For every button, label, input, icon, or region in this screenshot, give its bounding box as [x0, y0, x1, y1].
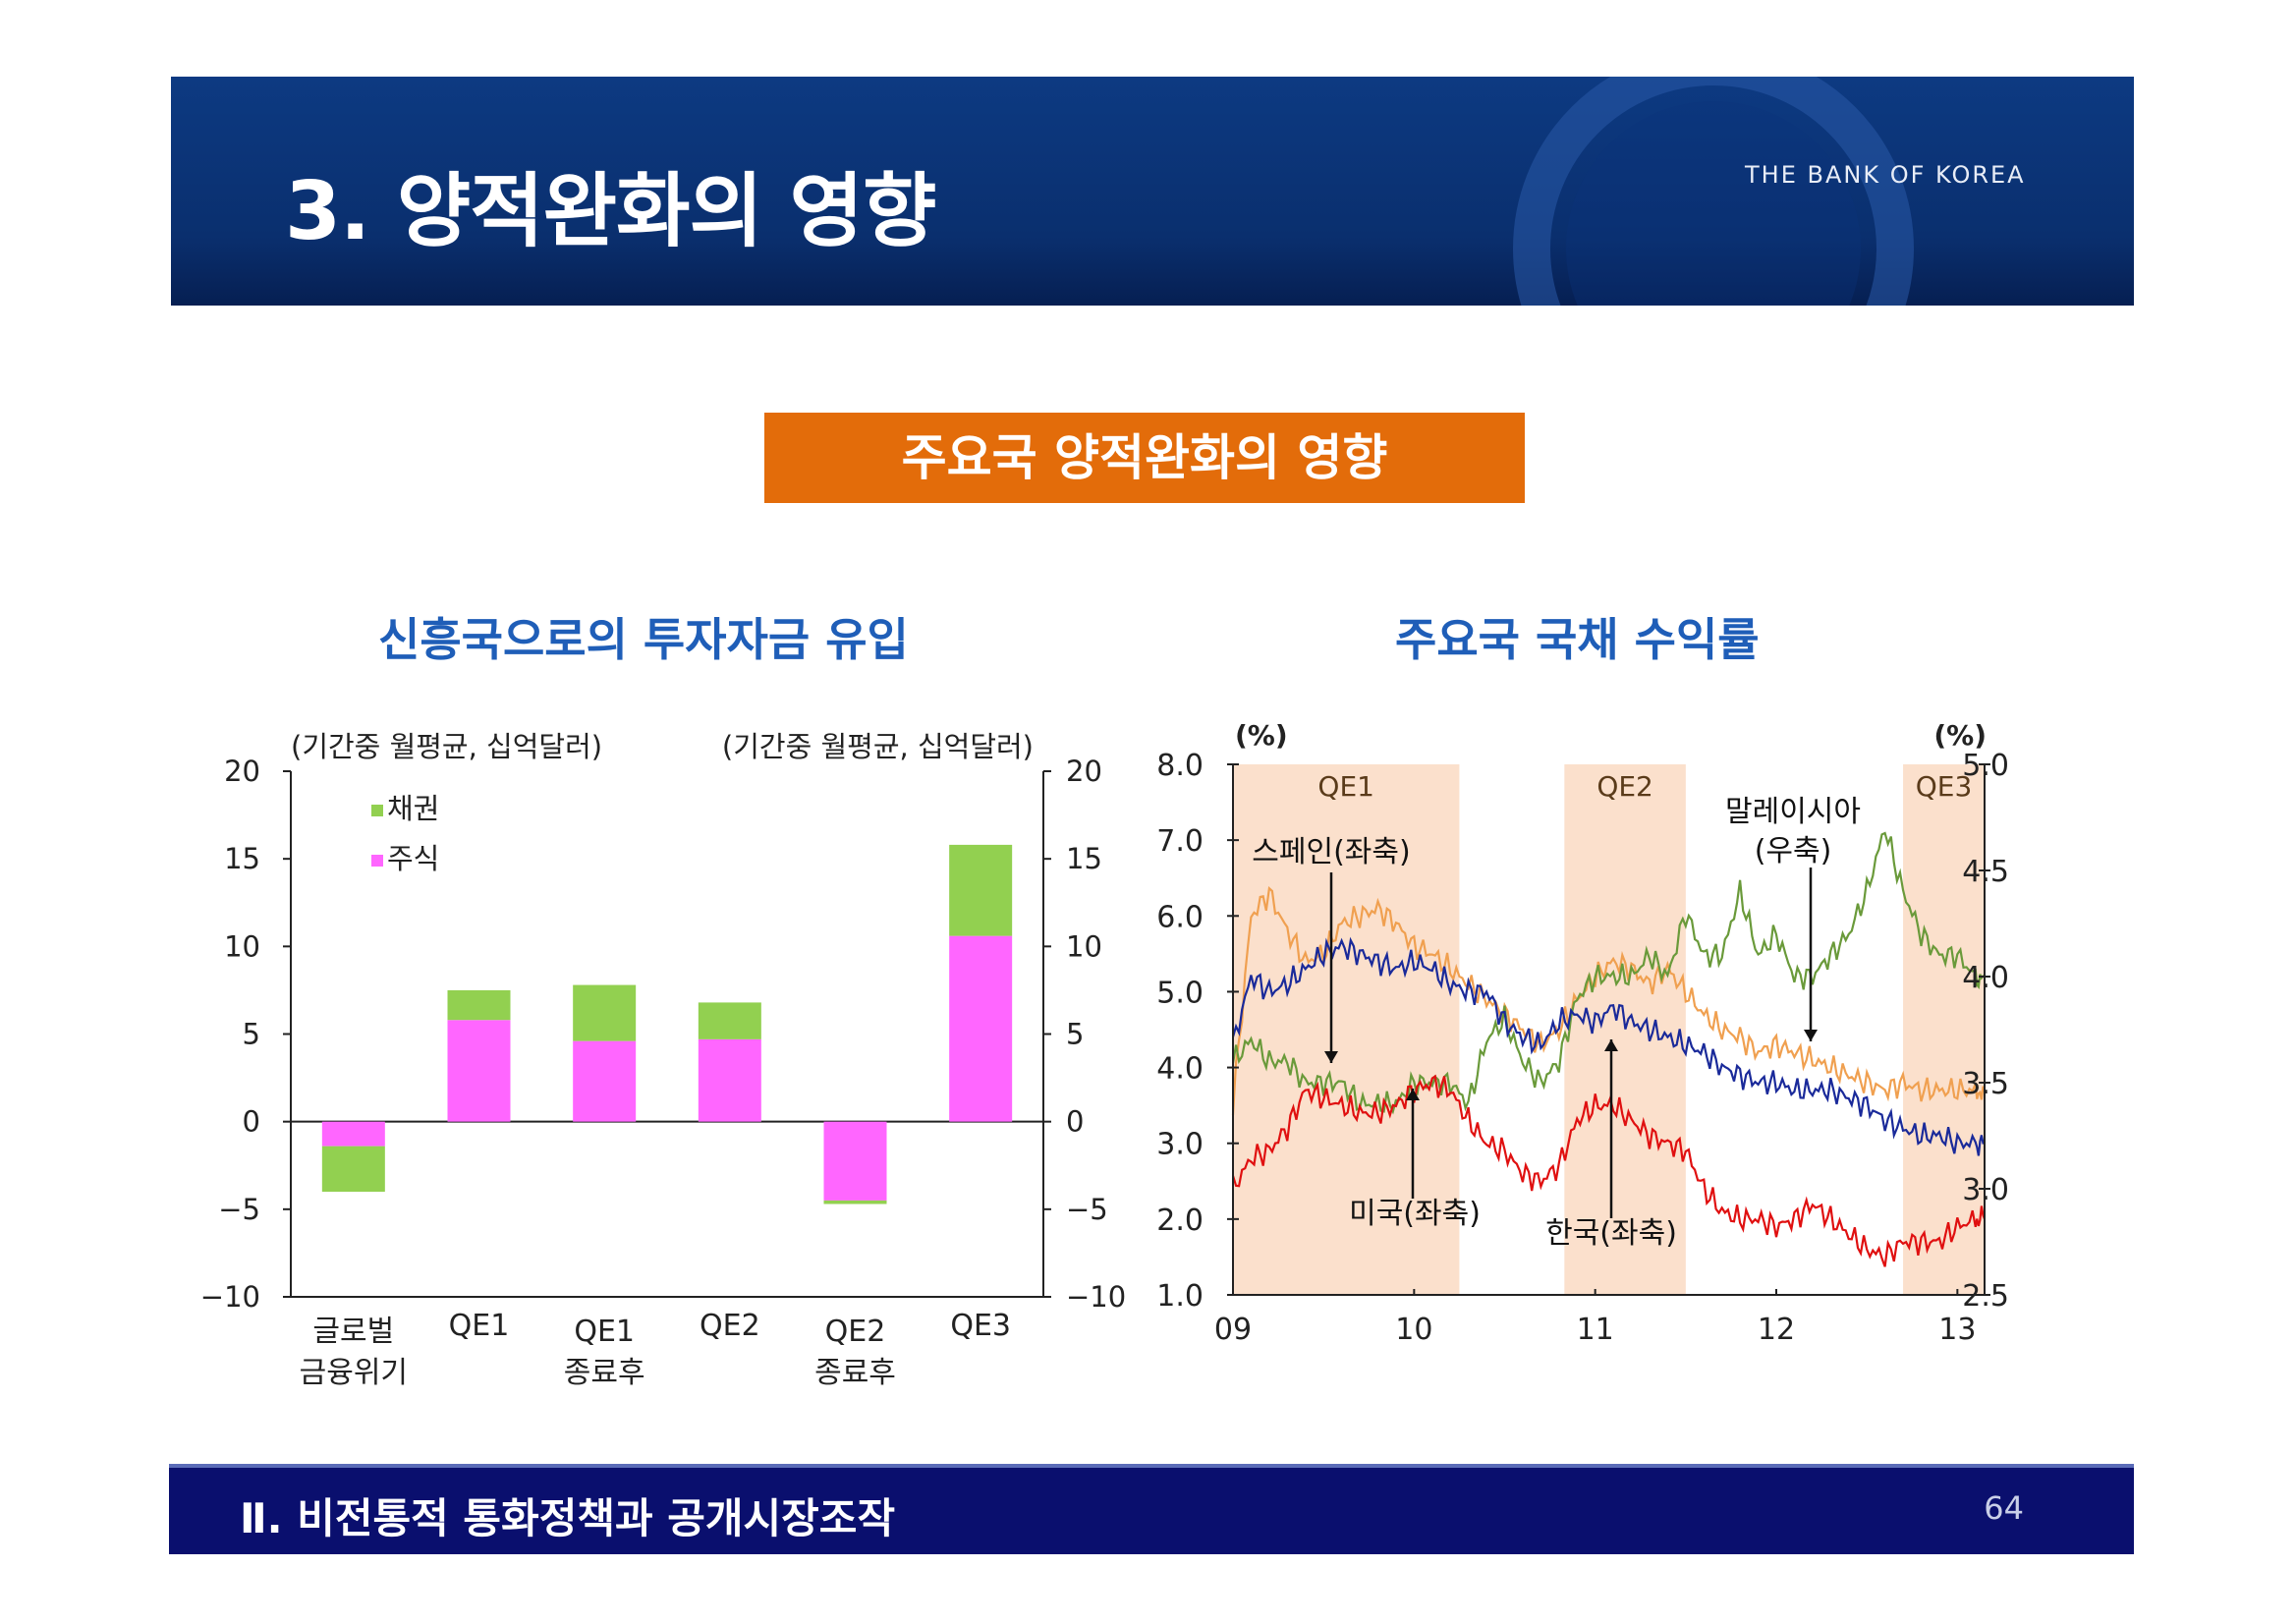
bar-stock [698, 1038, 761, 1122]
footer-section-title: Ⅱ. 비전통적 통화정책과 공개시장조작 [240, 1494, 896, 1542]
y-tick-label-right: 4.0 [1962, 961, 2009, 995]
qe-band-label: QE3 [1916, 770, 1973, 803]
y-tick-label-right: 3.0 [1962, 1173, 2009, 1207]
y-tick-label-left: 15 [224, 842, 260, 875]
y-tick-label-left: −5 [218, 1193, 260, 1226]
legend-label-stock: 주식 [387, 842, 439, 875]
y-tick-label-left: 3.0 [1156, 1128, 1204, 1162]
y-tick-label-left: −10 [200, 1280, 260, 1314]
y-tick-label-right: 20 [1066, 755, 1102, 788]
y-tick-label-right: −10 [1066, 1280, 1126, 1314]
y-tick-label-right: 10 [1066, 929, 1102, 963]
y-tick-label-left: 4.0 [1156, 1052, 1204, 1087]
bar-bond [698, 1002, 761, 1039]
y-tick-label-left: 5.0 [1156, 976, 1204, 1010]
right-unit-label: (%) [1933, 719, 1987, 752]
brand-name: THE BANK OF KOREA [1745, 161, 2026, 189]
bar-stock [447, 1020, 511, 1122]
x-tick-label: QE3 [950, 1309, 1011, 1343]
arrow-malaysia-head [1804, 1030, 1818, 1041]
qe-band-label: QE1 [1317, 770, 1374, 803]
page-number: 64 [1984, 1489, 2024, 1527]
x-tick-label: 글로벌 금융위기 [300, 1315, 408, 1390]
annotation-korea: 한국(좌축) [1545, 1216, 1677, 1251]
bar-bond [447, 989, 511, 1021]
x-tick-label: 10 [1395, 1313, 1432, 1347]
x-tick-label: 12 [1758, 1313, 1795, 1347]
right-chart-title: 주요국 국채 수익률 [1395, 613, 1760, 666]
bar-stock [573, 1040, 637, 1122]
arrow-usa-head [1406, 1089, 1420, 1100]
arrow-korea-head [1604, 1039, 1618, 1051]
left-unit-label: (%) [1235, 719, 1288, 752]
bar-stock [823, 1121, 887, 1201]
y-tick-label-left: 1.0 [1156, 1279, 1204, 1314]
bar-bond [573, 984, 637, 1041]
bond-yield-chart: QE1 QE2 QE3 (%) (%) 8.0 7.0 6.0 5.0 4.0 3.0 2.0 1.0… [1156, 719, 2009, 1347]
y-tick-label-left: 7.0 [1156, 824, 1204, 859]
y-tick-label-left: 10 [224, 929, 260, 963]
page-title: 3. 양적완화의 영향 [285, 165, 936, 258]
qe-band [1233, 764, 1460, 1295]
series-line-0 [1231, 885, 1987, 1116]
section-subtitle: 주요국 양적완화의 영향 [764, 413, 1525, 503]
y-tick-label-right: 3.5 [1962, 1067, 2009, 1101]
unit-label-right: (기간중 월평균, 십억달러) [722, 730, 1034, 763]
unit-label-left: (기간중 월평균, 십억달러) [291, 730, 602, 763]
x-tick-label: QE2 종료후 [814, 1315, 896, 1390]
x-tick-label: QE1 [449, 1309, 510, 1343]
header-banner: 3. 양적완화의 영향 THE BANK OF KOREA [171, 77, 2134, 306]
y-tick-label-right: 0 [1066, 1105, 1084, 1139]
y-tick-label-left: 20 [224, 755, 260, 788]
y-tick-label-right: 5 [1066, 1018, 1084, 1051]
x-tick-label: QE1 종료후 [564, 1315, 645, 1390]
y-tick-label-right: 15 [1066, 842, 1102, 875]
legend-label-bond: 채권 [387, 792, 439, 825]
y-tick-label-right: 2.5 [1962, 1279, 2009, 1314]
arrow-spain-head [1324, 1051, 1338, 1063]
annotation-malaysia: 말레이시아 [1725, 795, 1861, 829]
y-tick-label-left: 6.0 [1156, 900, 1204, 934]
qe-band-label: QE2 [1596, 770, 1653, 803]
annotation-usa: 미국(좌축) [1349, 1197, 1481, 1231]
annotation-malaysia-axis: (우축) [1755, 834, 1832, 868]
bar-bond [321, 1146, 385, 1192]
investment-inflow-chart: (기간중 월평균, 십억달러) (기간중 월평균, 십억달러) 20 20 15 15… [200, 730, 1126, 1390]
bar-bond [949, 844, 1013, 936]
y-tick-label-left: 2.0 [1156, 1204, 1204, 1238]
x-tick-label: 09 [1214, 1313, 1252, 1347]
left-chart-title: 신흥국으로의 투자자금 유입 [378, 613, 909, 666]
series-line-2 [1231, 936, 1986, 1156]
bar-bond [823, 1200, 887, 1204]
footer-bar: Ⅱ. 비전통적 통화정책과 공개시장조작 64 [169, 1464, 2134, 1554]
legend-swatch-stock [371, 855, 383, 867]
y-tick-label-left: 0 [243, 1105, 260, 1139]
x-tick-label: 13 [1938, 1313, 1976, 1347]
legend-swatch-bond [371, 805, 383, 816]
y-tick-label-left: 8.0 [1156, 749, 1204, 783]
qe-band [1564, 764, 1686, 1295]
bar-stock [321, 1121, 385, 1147]
x-tick-label: 11 [1577, 1313, 1614, 1347]
y-tick-label-right: −5 [1066, 1193, 1108, 1226]
series-line-3 [1231, 1074, 1987, 1267]
qe-band [1903, 764, 1985, 1295]
y-tick-label-right: 5.0 [1962, 749, 2009, 783]
x-tick-label: QE2 [700, 1309, 760, 1343]
bank-logo-ring [1513, 77, 1914, 306]
y-tick-label-left: 5 [243, 1018, 260, 1051]
y-tick-label-right: 4.5 [1962, 855, 2009, 889]
annotation-spain: 스페인(좌축) [1252, 835, 1410, 869]
bar-stock [949, 935, 1013, 1122]
